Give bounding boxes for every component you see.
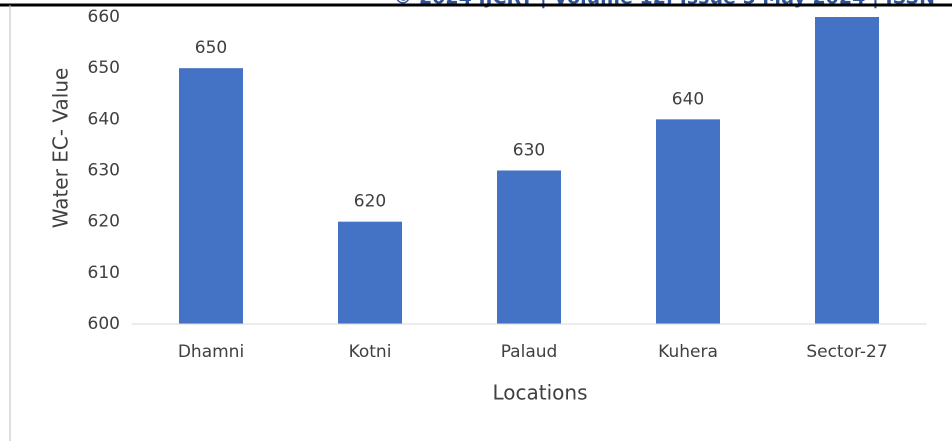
y-tick-label: 640 [88,109,120,129]
data-label: 620 [354,192,386,212]
bar [815,17,879,324]
x-axis-label: Locations [492,381,587,405]
y-tick-label: 600 [88,314,120,334]
bar [338,221,402,324]
bar [179,68,243,325]
x-tick-label: Palaud [501,342,558,362]
y-tick-label: 630 [88,161,120,181]
bar [656,119,720,324]
data-label: 650 [195,38,227,58]
y-tick-label: 610 [88,263,120,283]
x-tick-label: Dhamni [178,342,244,362]
y-axis-label: Water EC- Value [49,68,73,229]
x-tick-label: Sector-27 [806,342,887,362]
x-tick-label: Kotni [349,342,392,362]
y-tick-label: 660 [88,7,120,27]
x-tick-label: Kuhera [658,342,718,362]
data-label: 630 [513,141,545,161]
y-tick-label: 620 [88,212,120,232]
bar [497,170,561,324]
y-tick-label: 650 [88,58,120,78]
data-label: 640 [672,89,704,109]
